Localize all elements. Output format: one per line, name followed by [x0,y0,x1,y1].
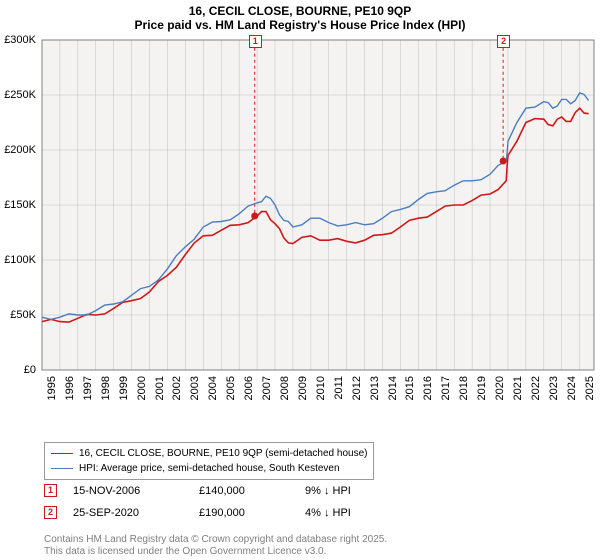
x-axis-label: 2020 [494,376,506,416]
x-axis-label: 2001 [154,376,166,416]
x-axis-label: 2004 [207,376,219,416]
x-axis-label: 2009 [297,376,309,416]
x-axis-label: 1998 [100,376,112,416]
chart-area: £0 £50K £100K £150K £200K £250K £300K 1995 1996 1… [0,36,600,436]
x-axis-label: 2018 [458,376,470,416]
x-axis-label: 1999 [118,376,130,416]
y-axis-label: £100K [0,254,36,266]
x-axis-label: 2021 [512,376,524,416]
x-axis-label: 1995 [46,376,58,416]
x-axis-label: 2010 [315,376,327,416]
sale-price: £140,000 [199,485,289,497]
x-axis-label: 2008 [279,376,291,416]
footer-line2: This data is licensed under the Open Gov… [44,546,387,558]
y-axis-label: £0 [0,364,36,376]
sale-marker-1: 1 [249,35,262,48]
legend-label-hpi: HPI: Average price, semi-detached house,… [79,463,340,474]
legend-swatch-hpi [51,468,73,469]
x-axis-label: 2003 [189,376,201,416]
x-axis-label: 2013 [369,376,381,416]
title-line2: Price paid vs. HM Land Registry's House … [0,18,600,36]
x-axis-label: 2023 [548,376,560,416]
x-axis-label: 1996 [64,376,76,416]
x-axis-label: 2015 [404,376,416,416]
x-axis-label: 2006 [243,376,255,416]
x-axis-label: 2016 [422,376,434,416]
legend-label-price: 16, CECIL CLOSE, BOURNE, PE10 9QP (semi-… [79,448,367,459]
x-axis-label: 2005 [225,376,237,416]
sale-row-2: 2 25-SEP-2020 £190,000 4% ↓ HPI [44,506,351,519]
title-line1: 16, CECIL CLOSE, BOURNE, PE10 9QP [0,0,600,18]
sale-marker-inline-1: 1 [44,484,57,497]
y-axis-label: £300K [0,34,36,46]
x-axis-label: 2002 [171,376,183,416]
x-axis-label: 2012 [351,376,363,416]
x-axis-label: 1997 [82,376,94,416]
y-axis-label: £50K [0,309,36,321]
sale-marker-inline-2: 2 [44,506,57,519]
legend-row-price: 16, CECIL CLOSE, BOURNE, PE10 9QP (semi-… [51,446,367,461]
sale-date: 25-SEP-2020 [73,507,183,519]
footer-text: Contains HM Land Registry data © Crown c… [44,534,387,558]
x-axis-label: 2007 [261,376,273,416]
y-axis-label: £250K [0,89,36,101]
x-axis-label: 2011 [333,376,345,416]
sale-row-1: 1 15-NOV-2006 £140,000 9% ↓ HPI [44,484,351,497]
x-axis-label: 2017 [440,376,452,416]
legend-swatch-price [51,453,73,455]
sale-date: 15-NOV-2006 [73,485,183,497]
x-axis-label: 2014 [387,376,399,416]
sale-diff: 4% ↓ HPI [305,507,351,519]
sale-marker-2: 2 [497,35,510,48]
y-axis-label: £150K [0,199,36,211]
x-axis-label: 2019 [476,376,488,416]
x-axis-label: 2022 [530,376,542,416]
legend-box: 16, CECIL CLOSE, BOURNE, PE10 9QP (semi-… [44,442,374,480]
footer-line1: Contains HM Land Registry data © Crown c… [44,534,387,546]
legend-row-hpi: HPI: Average price, semi-detached house,… [51,461,367,476]
x-axis-label: 2025 [584,376,596,416]
sale-price: £190,000 [199,507,289,519]
sale-diff: 9% ↓ HPI [305,485,351,497]
x-axis-label: 2024 [566,376,578,416]
x-axis-label: 2000 [136,376,148,416]
y-axis-label: £200K [0,144,36,156]
